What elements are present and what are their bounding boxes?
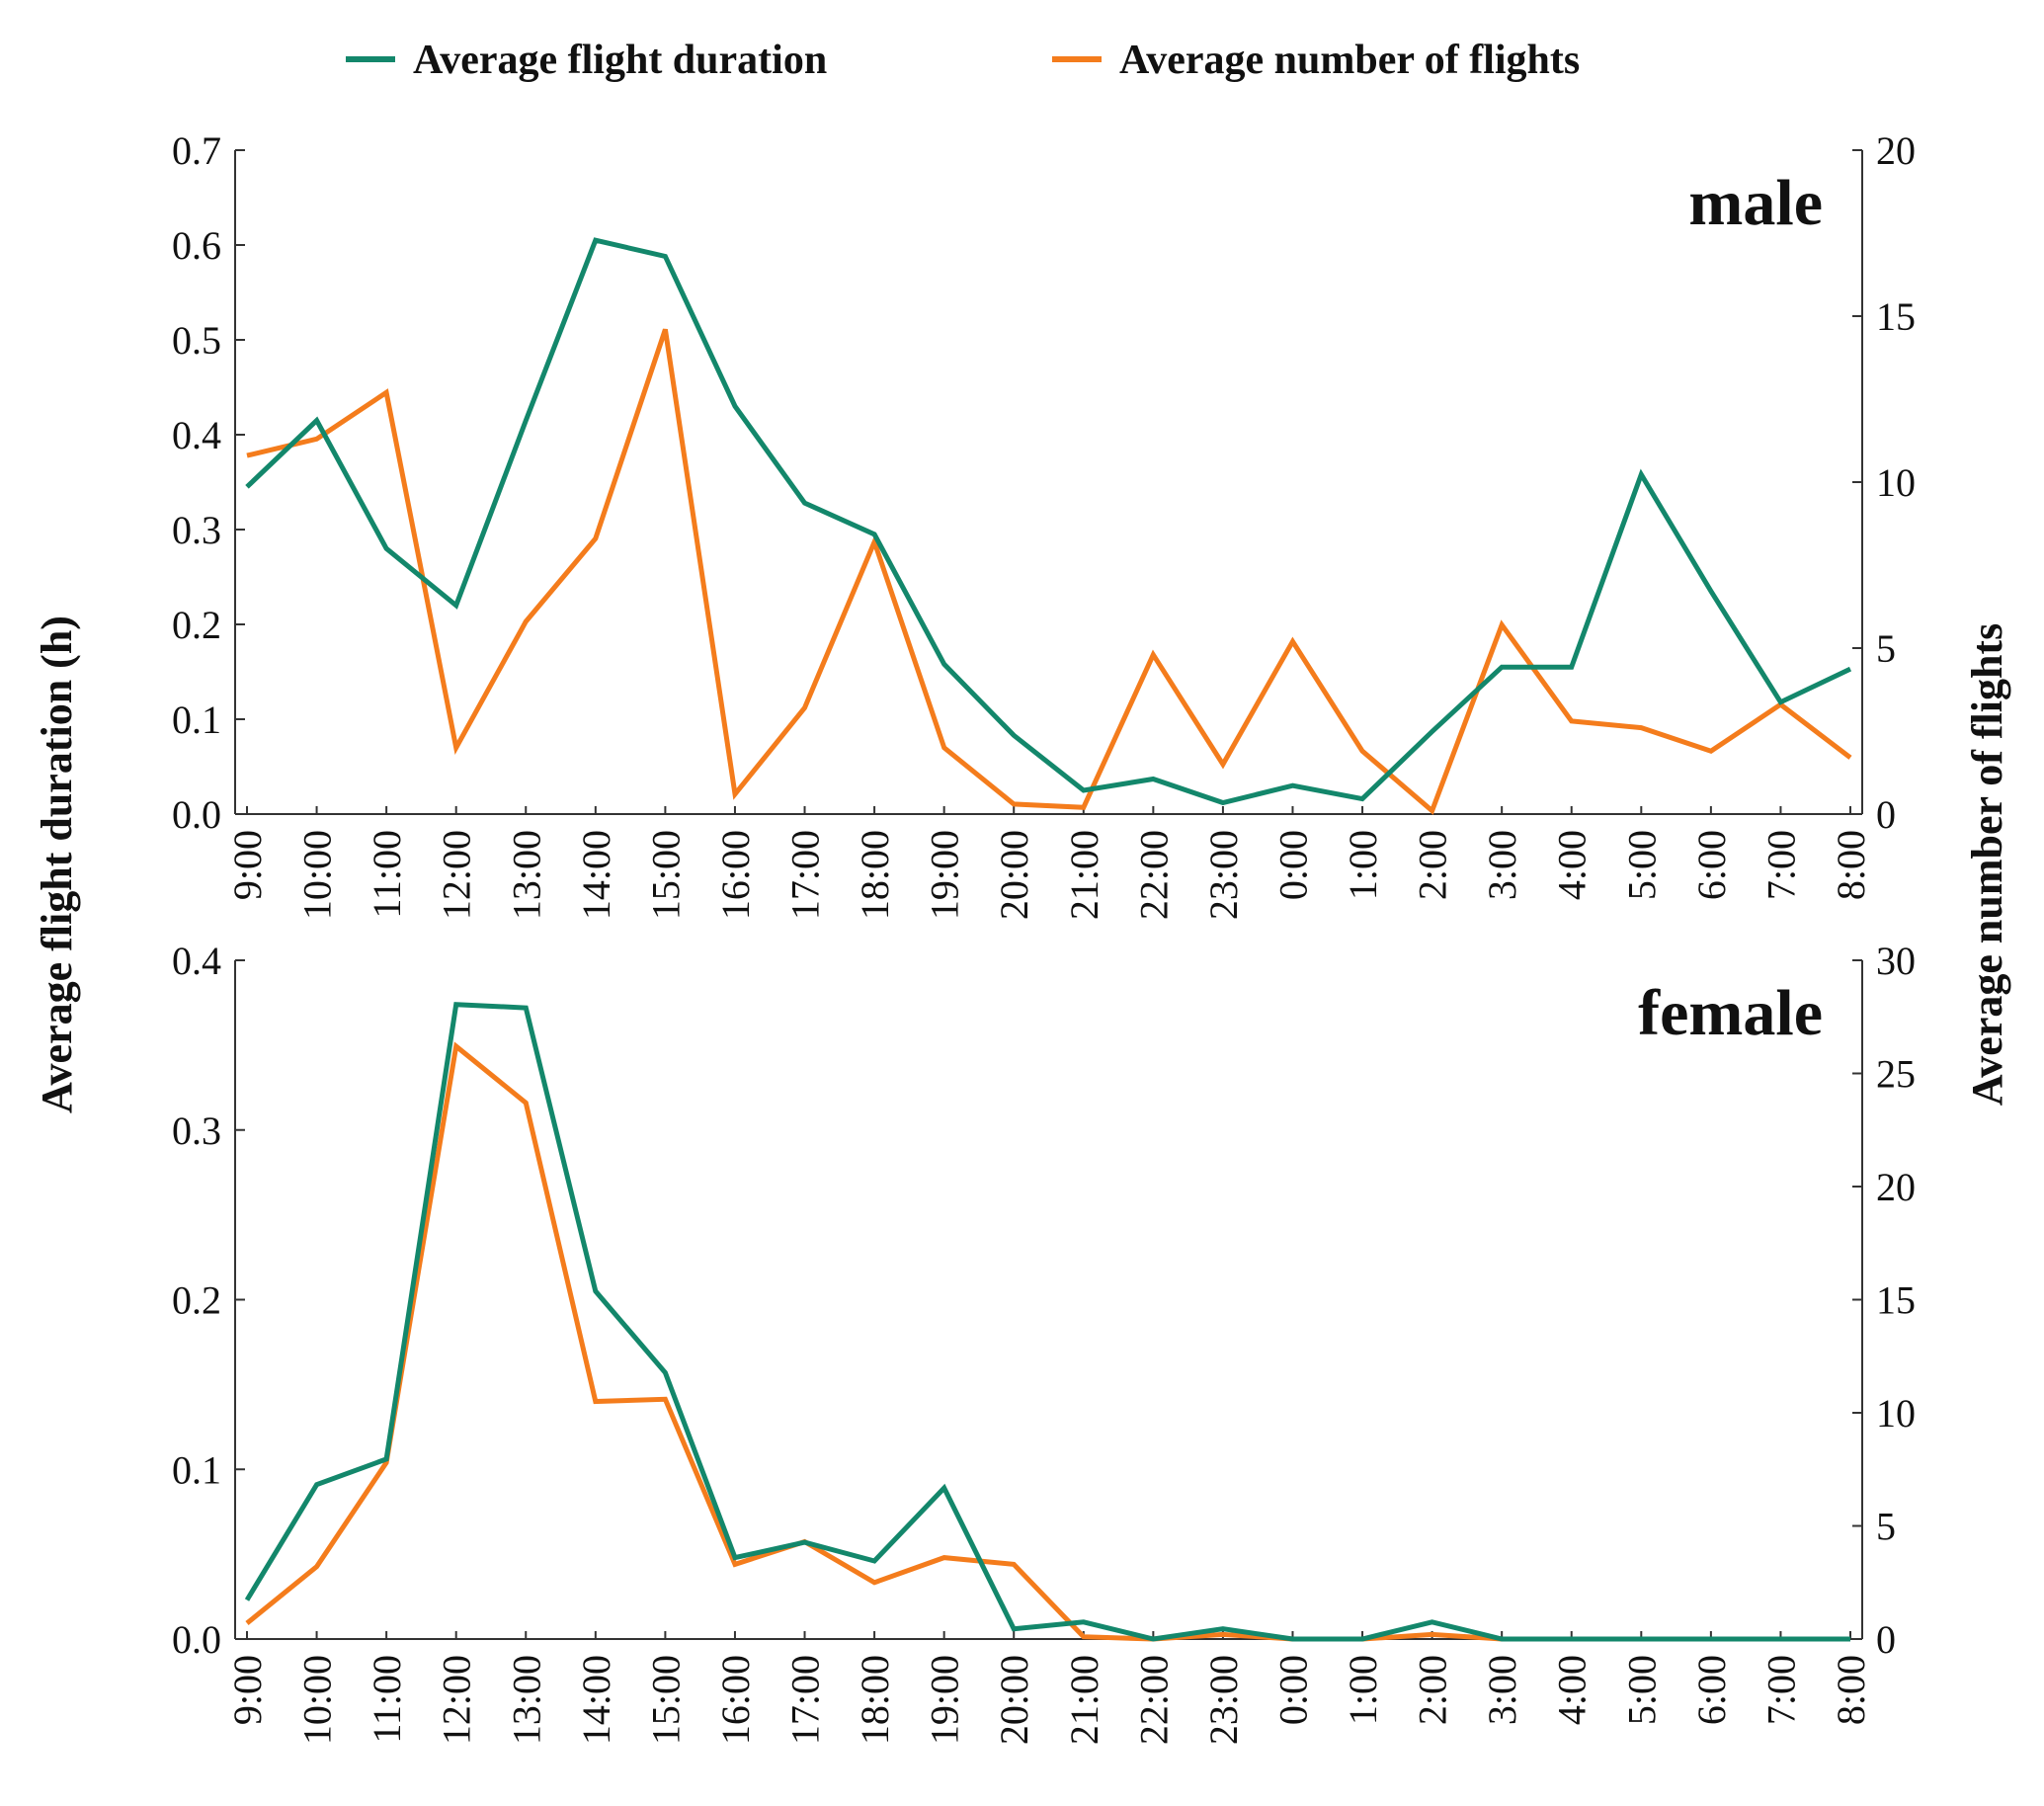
x-tick-label: 19:00: [923, 830, 967, 920]
right-tick-label: 30: [1876, 939, 1916, 983]
x-tick-label: 23:00: [1201, 1655, 1246, 1745]
left-tick-label: 0.0: [172, 792, 221, 837]
x-tick-label: 19:00: [923, 1655, 967, 1745]
x-tick-label: 20:00: [992, 830, 1036, 920]
duration-series-line: [245, 237, 1852, 806]
x-tick-label: 15:00: [643, 1655, 688, 1745]
x-tick-label: 0:00: [1270, 830, 1315, 900]
left-tick-label: 0.0: [172, 1617, 221, 1662]
x-tick-label: 13:00: [504, 830, 548, 920]
x-tick-label: 9:00: [225, 830, 270, 900]
x-tick-label: 13:00: [504, 1655, 548, 1745]
x-tick-label: 3:00: [1480, 830, 1524, 900]
x-tick-label: 11:00: [365, 830, 409, 919]
x-tick-label: 5:00: [1619, 1655, 1664, 1725]
right-tick-label: 20: [1876, 128, 1916, 173]
panel-label: female: [1638, 977, 1823, 1049]
x-tick-label: 6:00: [1689, 1655, 1734, 1725]
x-tick-label: 12:00: [435, 830, 479, 920]
female-panel: 0.0 0.1 0.2 0.3 0.4 0 5 10 15 20 25 30 9:00 10:00 11:0…: [172, 939, 1916, 1745]
x-tick-label: 22:00: [1131, 830, 1176, 920]
x-tick-label: 4:00: [1550, 830, 1594, 900]
x-tick-label: 17:00: [783, 1655, 828, 1745]
left-tick-label: 0.4: [172, 939, 221, 983]
x-tick-label: 6:00: [1689, 830, 1734, 900]
x-tick-label: 2:00: [1411, 830, 1455, 900]
x-tick-label: 14:00: [574, 830, 618, 920]
panel-label: male: [1688, 167, 1823, 239]
x-tick-label: 23:00: [1201, 830, 1246, 920]
right-tick-label: 15: [1876, 294, 1916, 339]
left-tick-label: 0.4: [172, 413, 221, 457]
right-tick-label: 5: [1876, 1505, 1896, 1549]
x-tick-label: 4:00: [1550, 1655, 1594, 1725]
x-tick-label: 8:00: [1829, 1655, 1873, 1725]
x-tick-label: 1:00: [1341, 1655, 1385, 1725]
x-tick-label: 22:00: [1131, 1655, 1176, 1745]
x-tick-label: 12:00: [435, 1655, 479, 1745]
x-tick-label: 10:00: [295, 830, 340, 920]
right-tick-label: 0: [1876, 792, 1896, 837]
left-tick-label: 0.6: [172, 223, 221, 268]
x-tick-label: 0:00: [1270, 1655, 1315, 1725]
x-tick-label: 9:00: [225, 1655, 270, 1725]
right-tick-label: 10: [1876, 460, 1916, 505]
left-tick-label: 0.1: [172, 1447, 221, 1492]
male-panel: 0.0 0.1 0.2 0.3 0.4 0.5 0.6 0.7 0 5 10 15 20 9:00 10:0…: [172, 128, 1916, 920]
x-tick-label: 2:00: [1411, 1655, 1455, 1725]
x-tick-label: 7:00: [1758, 1655, 1803, 1725]
right-tick-label: 15: [1876, 1278, 1916, 1323]
left-tick-label: 0.3: [172, 1108, 221, 1153]
duration-series-line: [244, 1002, 1850, 1642]
left-tick-label: 0.3: [172, 508, 221, 552]
x-tick-label: 16:00: [713, 830, 758, 920]
x-tick-label: 11:00: [365, 1655, 409, 1744]
left-tick-label: 0.2: [172, 1278, 221, 1323]
right-tick-label: 10: [1876, 1391, 1916, 1436]
x-tick-label: 1:00: [1341, 830, 1385, 900]
legend-number-label: Average number of flights: [1119, 38, 1580, 83]
x-tick-label: 18:00: [853, 1655, 897, 1745]
x-tick-label: 18:00: [853, 830, 897, 920]
legend: Average flight duration Average number o…: [346, 38, 1580, 83]
legend-duration-label: Average flight duration: [413, 38, 827, 83]
right-tick-label: 25: [1876, 1052, 1916, 1097]
number-series-line: [246, 328, 1852, 815]
x-tick-label: 10:00: [295, 1655, 340, 1745]
x-tick-label: 16:00: [713, 1655, 758, 1745]
x-tick-label: 15:00: [643, 830, 688, 920]
right-axis-title: Average number of flights: [1963, 623, 2011, 1106]
x-tick-label: 5:00: [1619, 830, 1664, 900]
number-series-line: [245, 1041, 1850, 1642]
right-tick-label: 20: [1876, 1165, 1916, 1209]
left-tick-label: 0.5: [172, 318, 221, 363]
x-tick-label: 20:00: [992, 1655, 1036, 1745]
x-tick-label: 14:00: [574, 1655, 618, 1745]
x-tick-label: 7:00: [1758, 830, 1803, 900]
left-tick-label: 0.1: [172, 698, 221, 742]
x-tick-label: 21:00: [1062, 1655, 1106, 1745]
x-tick-label: 17:00: [783, 830, 828, 920]
x-tick-label: 3:00: [1480, 1655, 1524, 1725]
right-tick-label: 5: [1876, 626, 1896, 671]
x-tick-label: 21:00: [1062, 830, 1106, 920]
right-tick-label: 0: [1876, 1617, 1896, 1662]
x-tick-label: 8:00: [1829, 830, 1873, 900]
left-tick-label: 0.2: [172, 603, 221, 647]
left-axis-title: Average flight duration (h): [33, 616, 81, 1113]
left-tick-label: 0.7: [172, 128, 221, 173]
